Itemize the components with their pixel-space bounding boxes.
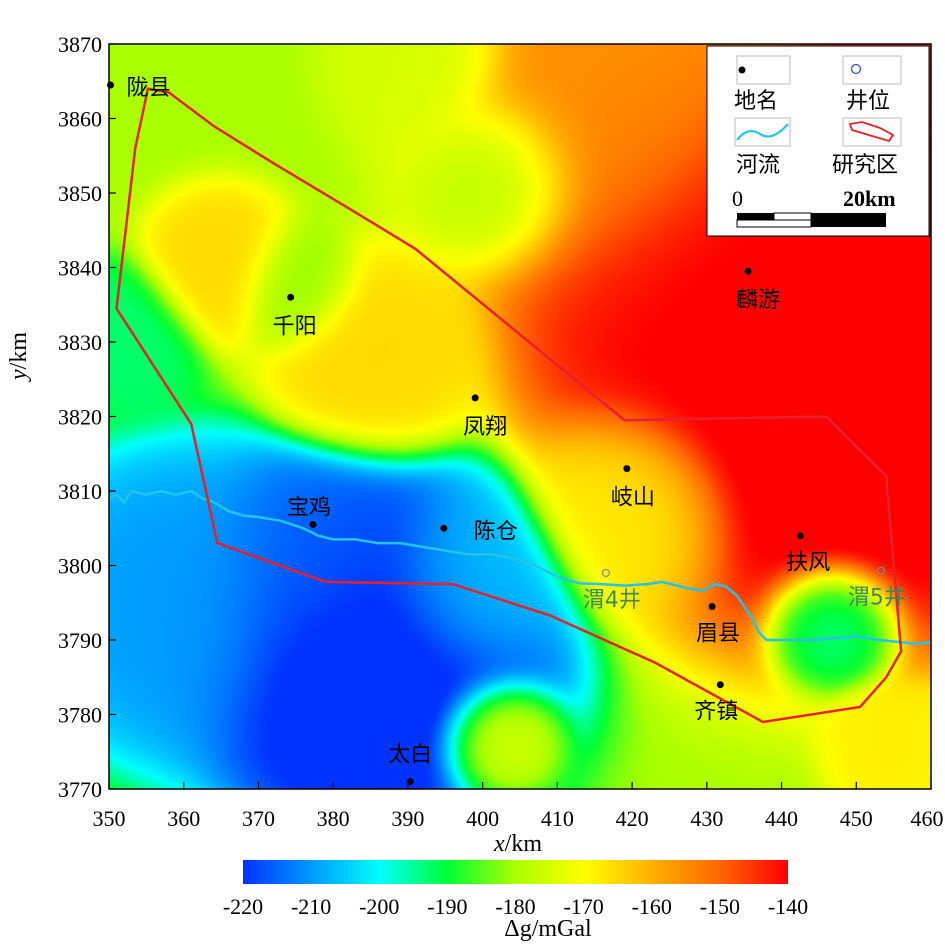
place-marker [796, 532, 804, 540]
legend-well-swatch [842, 55, 902, 85]
well-label: 渭4井 [583, 588, 641, 613]
y-tick-label: 3800 [58, 554, 102, 579]
study-area-boundary [115, 87, 903, 724]
legend-place-swatch [736, 55, 791, 85]
colorbar-ticks: -220 -210 -200 -190 -180 -170 -160 -150 -140 [223, 894, 808, 919]
place-marker [287, 293, 295, 301]
y-tick-label: 3860 [58, 107, 102, 132]
x-axis-title-var: x [493, 831, 505, 857]
legend-area-label: 研究区 [832, 153, 898, 178]
x-tick-label: 390 [391, 806, 424, 831]
x-tick-label: 400 [466, 806, 499, 831]
place-marker [309, 521, 317, 529]
colorbar-tick-label: -200 [359, 894, 399, 919]
y-tick-label: 3840 [58, 256, 102, 281]
y-axis-title: y/km [6, 332, 32, 382]
y-tick-label: 3820 [58, 405, 102, 430]
y-tick-label: 3830 [58, 330, 102, 355]
place-label: 太白 [388, 743, 432, 768]
colorbar-tick-label: -140 [768, 894, 808, 919]
place-marker [471, 394, 479, 402]
place-marker [440, 524, 448, 532]
legend-river-label: 河流 [736, 153, 780, 178]
place-label: 陈仓 [474, 519, 518, 544]
place-marker [623, 465, 631, 473]
x-tick-label: 360 [167, 806, 200, 831]
place-marker [708, 602, 716, 610]
x-tick-label: 370 [242, 806, 275, 831]
x-tick-label: 440 [765, 806, 798, 831]
place-label: 凤翔 [463, 415, 507, 440]
legend-well-label: 井位 [846, 89, 890, 114]
place-marker [744, 267, 752, 275]
x-tick-label: 460 [911, 806, 944, 831]
colorbar-tick-label: -150 [700, 894, 740, 919]
colorbar-label: Δg/mGal [504, 916, 592, 942]
y-tick-label: 3870 [58, 32, 102, 57]
y-tick-label: 3810 [58, 479, 102, 504]
colorbar-tick-label: -180 [495, 894, 535, 919]
colorbar-tick-label: -160 [632, 894, 672, 919]
scale-start-label: 0 [732, 186, 743, 211]
y-tick-label: 3790 [58, 628, 102, 653]
y-tick-label: 3850 [58, 181, 102, 206]
well-label: 渭5井 [848, 586, 906, 611]
x-axis-title-unit: /km [505, 831, 543, 857]
place-marker [106, 81, 114, 89]
place-label: 千阳 [273, 314, 317, 339]
x-tick-label: 350 [93, 806, 126, 831]
scale-seg-4 [736, 219, 812, 228]
scale-seg-3 [811, 213, 886, 227]
y-axis-ticks: 3770 3780 3790 3800 3810 3820 3830 3840 3850 3860… [58, 32, 116, 802]
colorbar-tick-label: -210 [291, 894, 331, 919]
map-legend: 地名 井位 河流 研究区 0 20km [706, 45, 930, 237]
place-label: 陇县 [126, 76, 170, 101]
well-marker [876, 566, 886, 575]
colorbar: -220 -210 -200 -190 -180 -170 -160 -150 -140 Δg/… [223, 860, 808, 942]
wells-layer: 渭4井 渭5井 [583, 566, 906, 613]
well-marker [601, 568, 611, 578]
x-tick-label: 450 [840, 806, 873, 831]
x-tick-label: 430 [690, 806, 723, 831]
scale-seg-2 [773, 212, 812, 221]
place-marker [716, 681, 724, 689]
colorbar-ramp [243, 860, 788, 884]
legend-area-icon [848, 121, 895, 143]
place-label: 麟游 [736, 288, 780, 313]
colorbar-tick-label: -190 [427, 894, 467, 919]
legend-place-label: 地名 [734, 89, 778, 114]
legend-well-circle-icon [850, 63, 862, 75]
x-tick-label: 410 [541, 806, 574, 831]
y-tick-label: 3770 [58, 777, 102, 802]
place-label: 岐山 [611, 486, 655, 511]
colorbar-tick-label: -170 [563, 894, 603, 919]
legend-area-swatch [842, 117, 902, 147]
y-tick-label: 3780 [58, 703, 102, 728]
colorbar-tick-label: -220 [223, 894, 263, 919]
place-label: 宝鸡 [287, 496, 331, 521]
y-axis-title-var: y [6, 369, 32, 382]
scale-seg-1 [737, 213, 774, 220]
place-label: 齐镇 [694, 700, 738, 725]
x-axis-title: x/km [493, 831, 542, 857]
scale-end-label: 20km [843, 186, 896, 211]
legend-river-icon [736, 123, 789, 141]
legend-place-dot-icon [738, 66, 746, 74]
river-line [109, 489, 931, 645]
x-tick-label: 380 [317, 806, 350, 831]
x-axis-ticks: 350 360 370 380 390 400 410 420 430 440 450 460 [93, 782, 944, 831]
scale-bar [736, 212, 886, 228]
x-tick-label: 420 [616, 806, 649, 831]
legend-river-swatch [734, 117, 791, 147]
place-label: 眉县 [696, 621, 740, 646]
y-axis-title-unit: /km [6, 332, 32, 370]
place-label: 扶风 [786, 551, 830, 576]
